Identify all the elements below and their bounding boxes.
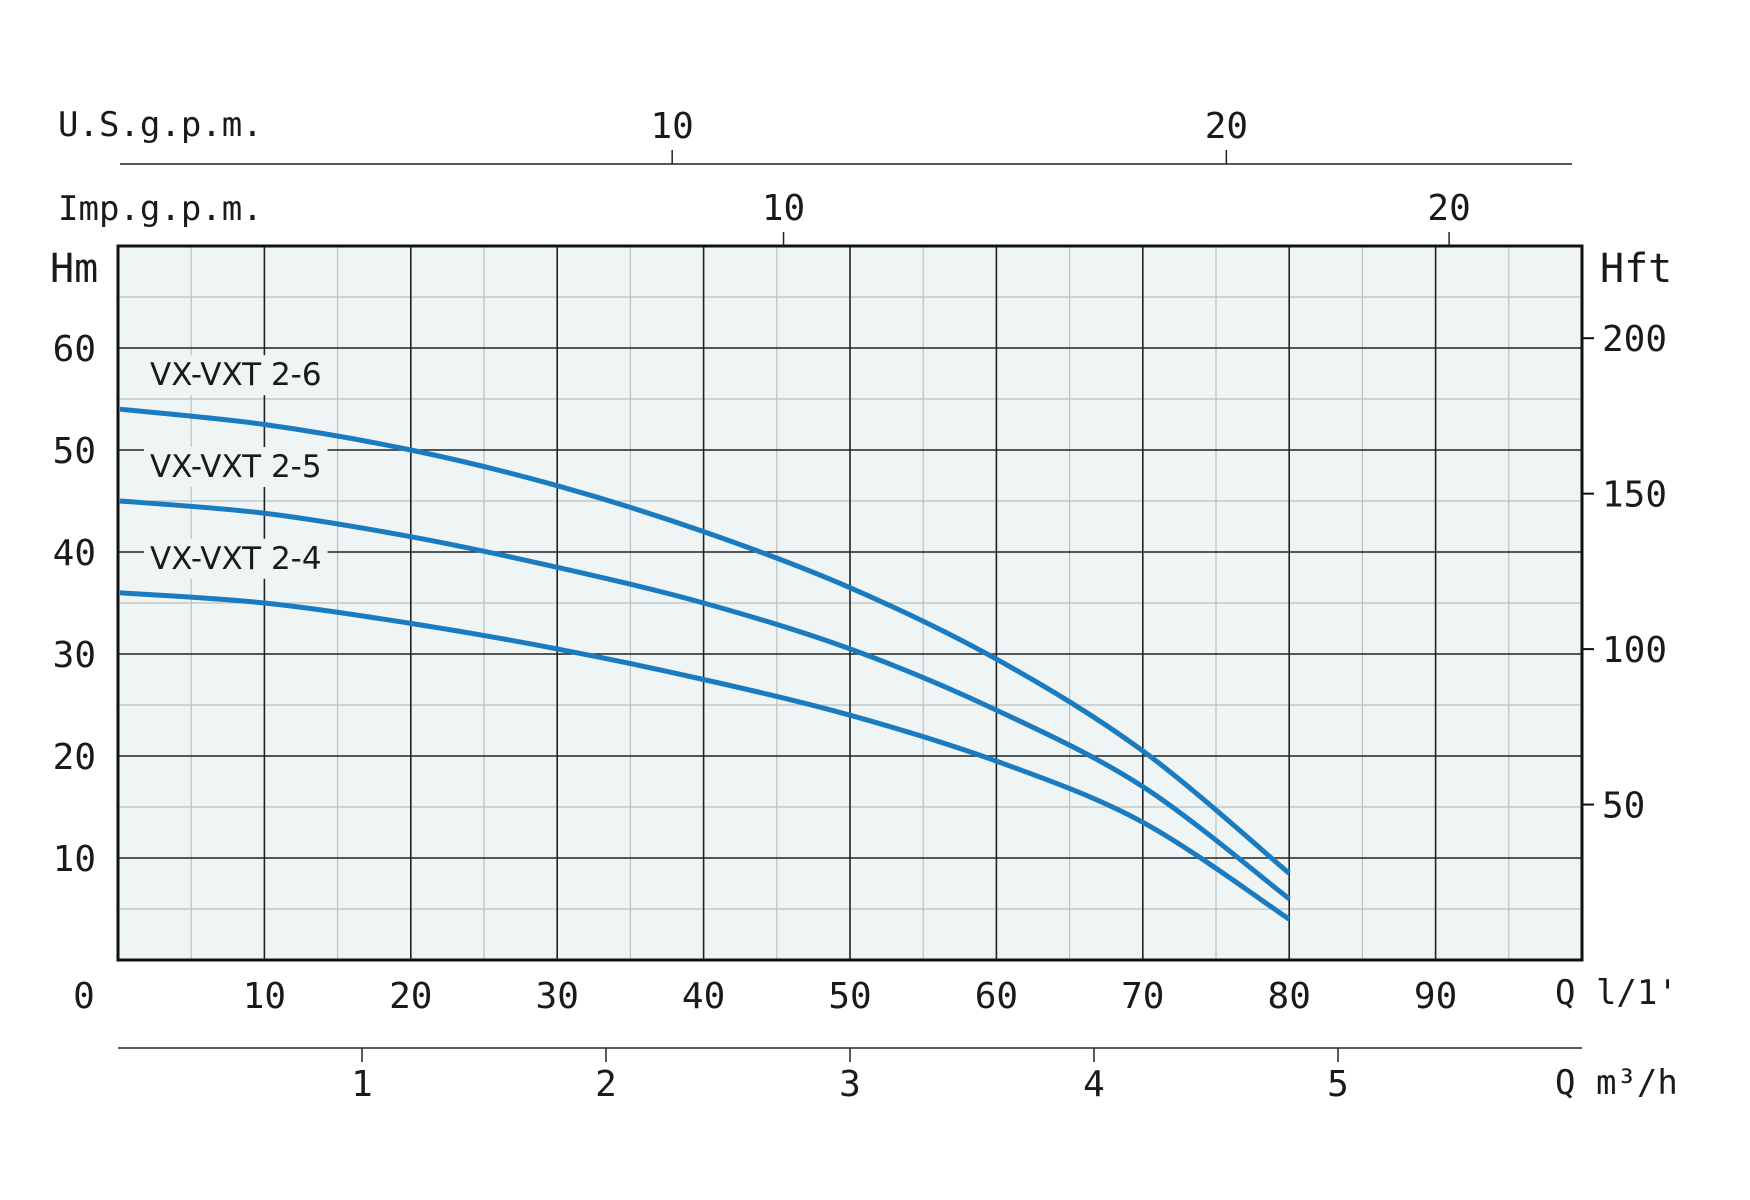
y-tick-label: 60	[53, 329, 96, 370]
x-tick-label: 30	[536, 976, 579, 1017]
y-right-tick-label: 150	[1602, 475, 1667, 516]
usgpm-tick-label: 20	[1205, 106, 1248, 147]
series-label-background	[144, 447, 328, 487]
m3h-ticks: 1 2 3 4 5	[351, 1048, 1349, 1105]
impgpm-ticks: 10 20	[762, 188, 1471, 246]
y-right-tick-label: 100	[1602, 630, 1667, 671]
series-line	[119, 406, 1291, 876]
series-line	[119, 498, 1291, 901]
usgpm-ticks: 10 20	[651, 106, 1248, 164]
x-tick-label: 50	[828, 976, 871, 1017]
y-right-tick-label: 50	[1602, 786, 1645, 827]
m3h-tick-label: 5	[1327, 1064, 1349, 1105]
impgpm-tick-label: 10	[762, 188, 805, 229]
y-right-ticks: 50 100 150 200	[1582, 319, 1667, 827]
series-labels: VX-VXT 2-6 VX-VXT 2-5 VX-VXT 2-4	[144, 355, 328, 579]
y-tick-label: 30	[53, 635, 96, 676]
series-label-background	[144, 538, 328, 579]
m3h-tick-label: 1	[351, 1064, 373, 1105]
series-line	[119, 590, 1291, 922]
y-axis-label: Hm	[50, 246, 98, 292]
y-tick-label: 40	[53, 533, 96, 574]
series-label-background	[144, 355, 328, 396]
m3h-tick-label: 3	[839, 1064, 861, 1105]
x-tick-label: 70	[1121, 976, 1164, 1017]
y-right-tick-label: 200	[1602, 319, 1667, 360]
x-tick-label: 40	[682, 976, 725, 1017]
x-tick-label: 60	[975, 976, 1018, 1017]
m3h-tick-label: 2	[595, 1064, 617, 1105]
y-tick-label: 20	[53, 737, 96, 778]
series-lines	[119, 406, 1291, 922]
plot-frame	[116, 244, 1584, 962]
y-tick-labels: 10 20 30 40 50 60	[53, 329, 96, 880]
usgpm-tick-label: 10	[651, 106, 694, 147]
x-tick-label: 90	[1414, 976, 1457, 1017]
series-label: VX-VXT 2-6	[150, 357, 322, 393]
x-tick-label: 10	[243, 976, 286, 1017]
y-tick-label: 50	[53, 431, 96, 472]
x-tick-label: 0	[73, 976, 95, 1017]
impgpm-tick-label: 20	[1427, 188, 1470, 229]
m3h-tick-label: 4	[1083, 1064, 1105, 1105]
usgpm-axis-label: U.S.g.p.m.	[58, 105, 263, 145]
m3h-axis-label: Q m³/h	[1555, 1063, 1678, 1103]
x-tick-labels: 0 10 20 30 40 50 60 70 80 90	[73, 976, 1457, 1017]
x-tick-label: 20	[389, 976, 432, 1017]
x-tick-label: 80	[1268, 976, 1311, 1017]
major-grid	[118, 246, 1582, 960]
series-label: VX-VXT 2-4	[150, 541, 322, 577]
y-right-axis-label: Hft	[1600, 246, 1672, 292]
series-label: VX-VXT 2-5	[150, 449, 322, 485]
impgpm-axis-label: Imp.g.p.m.	[58, 189, 263, 229]
x-axis-label: Q l/1'	[1555, 973, 1678, 1013]
y-tick-label: 10	[53, 839, 96, 880]
